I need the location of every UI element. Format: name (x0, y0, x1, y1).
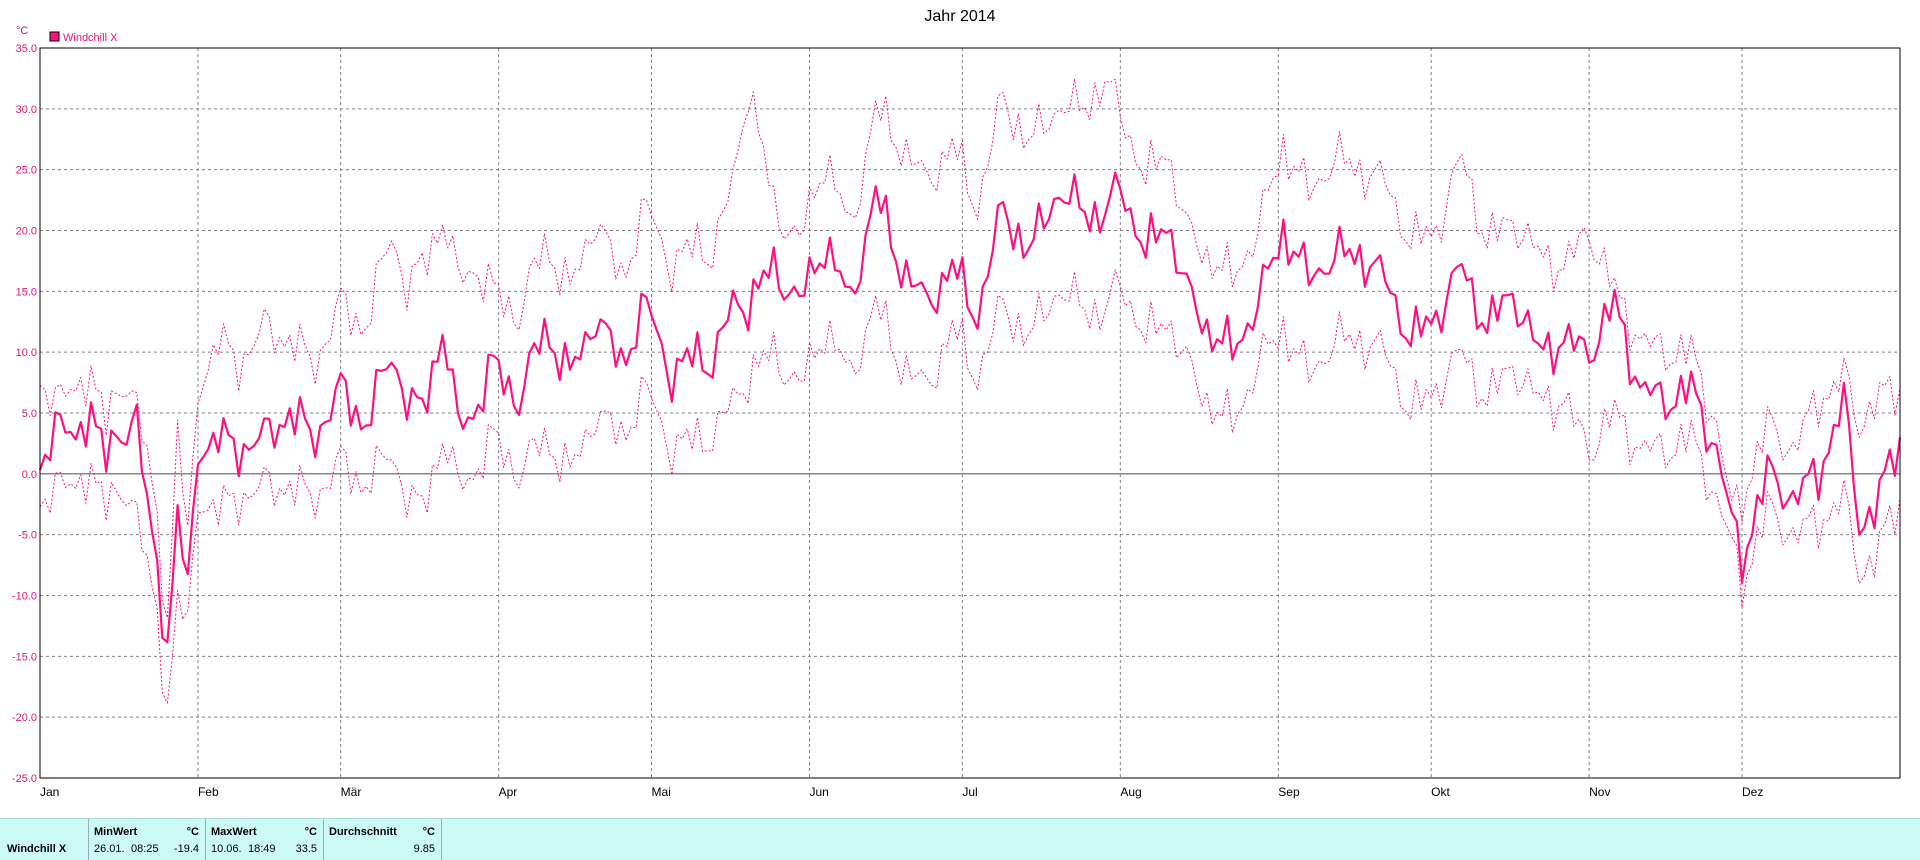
stats-min-time: 08:25 (131, 843, 159, 855)
stats-max-value: 33.5 (295, 843, 317, 855)
chart-title: Jahr 2014 (924, 8, 995, 25)
chart: Jahr 2014 °C Windchill X 35.0 30.0 25.0 20.… (12, 8, 1902, 799)
plot-frame (39, 47, 1901, 779)
grid (40, 48, 1900, 778)
x-tick-label: Jul (962, 785, 977, 799)
y-tick-label: 10.0 (16, 347, 37, 359)
legend-swatch (49, 31, 60, 42)
y-tick-label: -5.0 (18, 530, 37, 542)
x-tick-label: Mär (341, 785, 362, 799)
x-tick-label: Okt (1431, 785, 1450, 799)
stats-max-unit: °C (304, 826, 317, 838)
stats-min-label: MinWert (94, 826, 138, 838)
y-tick-label: 30.0 (16, 104, 37, 116)
stats-max-cell: MaxWert °C 10.06. 18:49 33.5 (206, 819, 324, 860)
stats-max-label: MaxWert (211, 826, 257, 838)
stats-max-time: 18:49 (248, 843, 276, 855)
y-tick-label: -25.0 (12, 773, 37, 785)
y-tick-label: 25.0 (16, 165, 37, 177)
stats-series-name: Windchill X (7, 843, 67, 855)
y-tick-label: -15.0 (12, 651, 37, 663)
statistics-bar: Windchill X MinWert °C 26.01. 08:25 -19.… (0, 818, 1920, 860)
stats-avg-unit: °C (422, 826, 435, 838)
x-tick-label: Mai (652, 785, 671, 799)
series-line-min (39, 269, 1901, 704)
stats-min-value: -19.4 (173, 843, 199, 855)
y-tick-label: 15.0 (16, 286, 37, 298)
x-tick-label: Aug (1120, 785, 1141, 799)
y-tick-label: 0.0 (22, 469, 37, 481)
stats-avg-value: 9.85 (413, 843, 435, 855)
y-tick-label: -10.0 (12, 591, 37, 603)
y-tick-label: -20.0 (12, 712, 37, 724)
series-group (38, 78, 1902, 704)
legend-label: Windchill X (63, 32, 118, 44)
series-line-avg (38, 171, 1902, 644)
stats-max-date: 10.06. (211, 843, 242, 855)
x-ticks: Jan Feb Mär Apr Mai Jun Jul Aug Sep Okt Nov Dez (40, 785, 1763, 799)
x-tick-label: Nov (1589, 785, 1610, 799)
x-tick-label: Apr (499, 785, 518, 799)
series-line-max (39, 78, 1901, 619)
x-tick-label: Dez (1742, 785, 1763, 799)
stats-min-date: 26.01. (94, 843, 125, 855)
y-ticks: 35.0 30.0 25.0 20.0 15.0 10.0 5.0 0.0 -5.0 -10.0 -… (12, 43, 37, 785)
x-tick-label: Sep (1278, 785, 1300, 799)
x-tick-label: Jan (40, 785, 59, 799)
x-tick-label: Feb (198, 785, 219, 799)
stats-min-cell: MinWert °C 26.01. 08:25 -19.4 (89, 819, 206, 860)
stats-min-unit: °C (186, 826, 199, 838)
y-tick-label: 35.0 (16, 43, 37, 55)
y-tick-label: 20.0 (16, 226, 37, 238)
stats-avg-cell: Durchschnitt °C 9.85 (324, 819, 442, 860)
stats-avg-label: Durchschnitt (329, 826, 397, 838)
y-tick-label: 5.0 (22, 408, 37, 420)
x-tick-label: Jun (809, 785, 828, 799)
stats-series-cell: Windchill X (0, 819, 89, 860)
y-axis-unit: °C (16, 25, 28, 37)
